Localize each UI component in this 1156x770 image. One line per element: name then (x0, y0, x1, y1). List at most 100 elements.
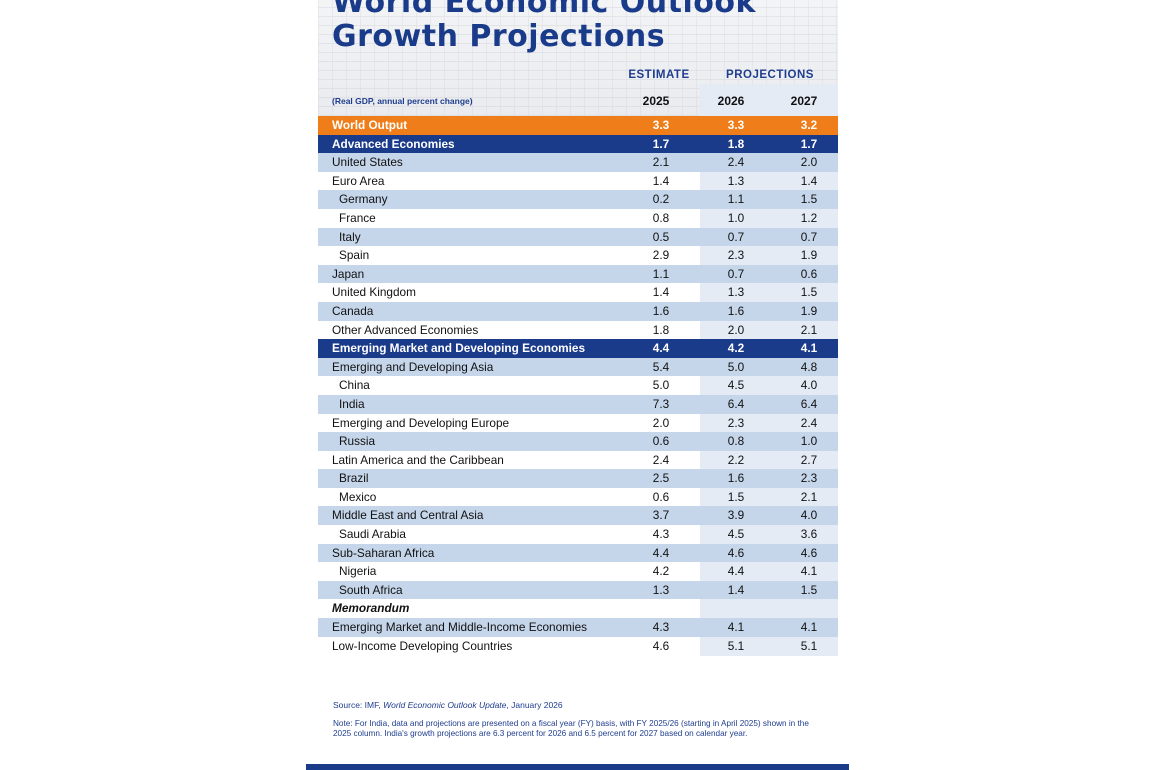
value-cell-2025: 5.4 (652, 359, 670, 374)
value-cell-2026: 1.6 (727, 303, 745, 318)
row-label: Euro Area (332, 173, 385, 188)
value-cell-2027: 1.5 (800, 582, 818, 597)
value-cell-2025: 0.5 (652, 229, 670, 244)
row-label: China (339, 378, 370, 393)
value-cell-2027: 1.2 (800, 210, 818, 225)
bottom-bar (306, 764, 849, 770)
value-cell-2027: 2.1 (800, 322, 818, 337)
value-cell-2025: 7.3 (652, 396, 670, 411)
value-cell-2025: 3.7 (652, 508, 670, 523)
row-label: United Kingdom (332, 285, 416, 300)
value-cell-2027: 2.4 (800, 415, 818, 430)
row-label: Mexico (339, 489, 377, 504)
table-row: Euro Area 1.4 1.3 1.4 (318, 172, 838, 191)
value-cell-2026: 4.2 (727, 341, 745, 356)
row-label: India (339, 396, 365, 411)
value-cell-2026: 1.8 (727, 136, 745, 151)
table-row: Saudi Arabia 4.3 4.5 3.6 (318, 525, 838, 544)
source-line: Source: IMF, World Economic Outlook Upda… (333, 700, 563, 710)
value-cell-2025: 2.4 (652, 452, 670, 467)
value-cell-2025: 0.6 (652, 489, 670, 504)
value-cell-2025: 0.8 (652, 210, 670, 225)
value-cell-2026: 0.8 (727, 434, 745, 449)
value-cell-2026: 1.4 (727, 582, 745, 597)
source-title: World Economic Outlook Update (383, 700, 507, 710)
value-cell-2026: 3.9 (727, 508, 745, 523)
table-row: Emerging and Developing Asia 5.4 5.0 4.8 (318, 357, 838, 377)
value-cell-2026: 4.6 (727, 545, 745, 560)
value-cell-2026: 2.3 (727, 415, 745, 430)
title-line-1: World Economic Outlook (332, 0, 756, 20)
page-title: World Economic Outlook Growth Projection… (332, 0, 756, 54)
value-cell-2026: 3.3 (727, 118, 745, 132)
value-cell-2025: 2.1 (652, 155, 670, 170)
growth-projections-card: World Economic Outlook Growth Projection… (318, 0, 838, 770)
table-row: Low-Income Developing Countries 4.6 5.1 5.1 (318, 637, 838, 656)
value-cell-2026: 4.5 (727, 378, 745, 393)
value-cell-2025: 4.6 (652, 638, 670, 653)
value-cell-2027: 1.4 (800, 173, 818, 188)
footnote: Note: For India, data and projections ar… (333, 719, 809, 738)
row-label: Germany (339, 192, 388, 207)
row-label: Emerging and Developing Asia (332, 359, 494, 374)
table-row: United Kingdom 1.4 1.3 1.5 (318, 283, 838, 302)
value-cell-2026: 1.3 (727, 285, 745, 300)
value-cell-2025: 4.2 (652, 564, 670, 579)
row-label: Japan (332, 266, 365, 281)
row-label: Advanced Economies (332, 136, 455, 151)
value-cell-2025: 1.7 (652, 136, 670, 151)
value-cell-2027: 2.7 (800, 452, 818, 467)
value-cell-2025: 2.5 (652, 471, 670, 486)
source-suffix: , January 2026 (506, 700, 563, 710)
row-label: South Africa (339, 582, 403, 597)
table-row: Japan 1.1 0.7 0.6 (318, 264, 838, 284)
value-cell-2025: 5.0 (652, 378, 670, 393)
table-row: China 5.0 4.5 4.0 (318, 376, 838, 395)
value-cell-2026: 1.6 (727, 471, 745, 486)
row-label: Emerging and Developing Europe (332, 415, 510, 430)
row-label: Latin America and the Caribbean (332, 452, 504, 467)
value-cell-2025: 2.9 (652, 248, 670, 263)
table-row: Spain 2.9 2.3 1.9 (318, 246, 838, 265)
row-label: Brazil (339, 471, 369, 486)
table-row: Advanced Economies 1.7 1.8 1.7 (318, 134, 838, 154)
table-row: Latin America and the Caribbean 2.4 2.2 2.7 (318, 451, 838, 470)
table-row: India 7.3 6.4 6.4 (318, 394, 838, 414)
row-label: Russia (339, 434, 376, 449)
value-cell-2027: 2.3 (800, 471, 818, 486)
value-cell-2025: 4.4 (652, 341, 670, 356)
value-cell-2027: 4.0 (800, 378, 818, 393)
table-row: Emerging Market and Middle-Income Econom… (318, 618, 838, 637)
value-cell-2026: 0.7 (727, 229, 745, 244)
table-row: Mexico 0.6 1.5 2.1 (318, 488, 838, 507)
table-row: Other Advanced Economies 1.8 2.0 2.1 (318, 321, 838, 340)
value-cell-2025: 1.4 (652, 173, 670, 188)
table-row: Nigeria 4.2 4.4 4.1 (318, 562, 838, 581)
value-cell-2027: 4.6 (800, 545, 818, 560)
value-cell-2026: 1.0 (727, 210, 745, 225)
value-cell-2025: 1.4 (652, 285, 670, 300)
value-cell-2027: 1.5 (800, 285, 818, 300)
value-cell-2027: 2.1 (800, 489, 818, 504)
table-row: Memorandum (318, 599, 838, 618)
row-label: Spain (339, 248, 370, 263)
table-row: Sub-Saharan Africa 4.4 4.6 4.6 (318, 543, 838, 563)
value-cell-2025: 0.6 (652, 434, 670, 449)
value-cell-2027: 3.6 (800, 527, 818, 542)
table-row: Middle East and Central Asia 3.7 3.9 4.0 (318, 506, 838, 526)
value-cell-2027: 2.0 (800, 155, 818, 170)
table-row: Emerging and Developing Europe 2.0 2.3 2.4 (318, 414, 838, 433)
row-label: Canada (332, 303, 374, 318)
value-cell-2025: 2.0 (652, 415, 670, 430)
value-cell-2026: 2.0 (727, 322, 745, 337)
table-row: France 0.8 1.0 1.2 (318, 209, 838, 228)
row-label: Saudi Arabia (339, 527, 406, 542)
value-cell-2027: 5.1 (800, 638, 818, 653)
row-label: World Output (332, 118, 408, 132)
value-cell-2025: 1.8 (652, 322, 670, 337)
value-cell-2027: 6.4 (800, 396, 818, 411)
value-cell-2025: 0.2 (652, 192, 670, 207)
row-label: Sub-Saharan Africa (332, 545, 435, 560)
table-row: Brazil 2.5 1.6 2.3 (318, 469, 838, 488)
value-cell-2026: 4.5 (727, 527, 745, 542)
